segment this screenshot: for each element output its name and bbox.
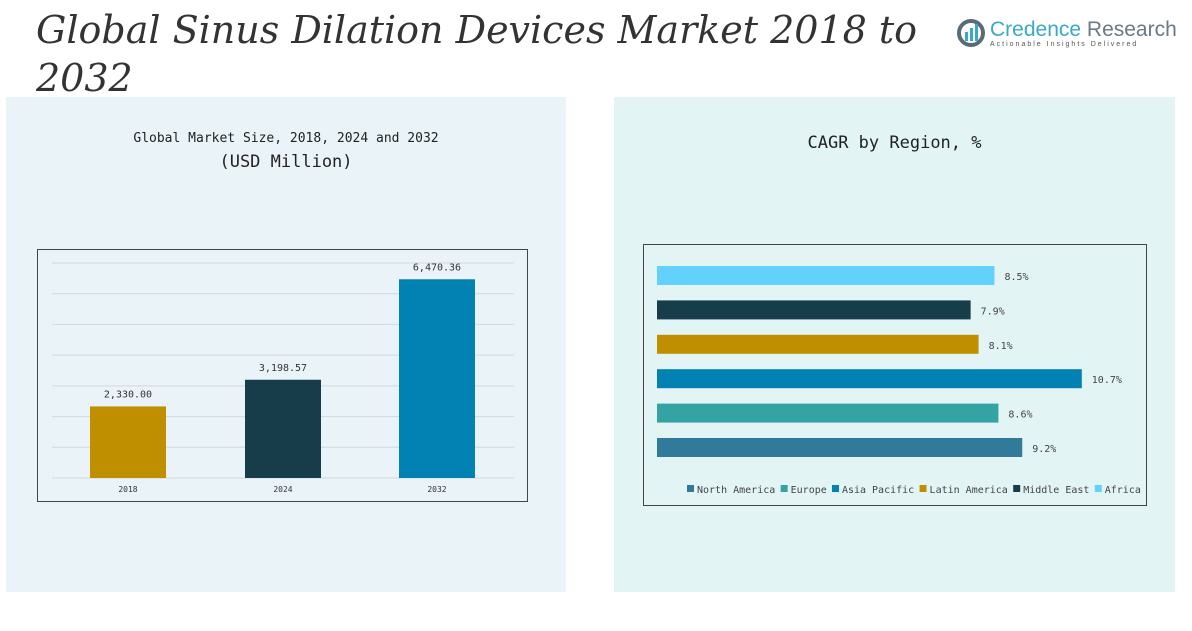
logo-name: Credence [990, 17, 1082, 41]
bar-2018 [90, 406, 166, 478]
legend-swatch [919, 485, 927, 492]
data-label: 10.7% [1092, 375, 1122, 386]
chart-title: Global Market Size, 2018, 2024 and 2032 [133, 131, 439, 146]
legend-swatch [831, 485, 839, 492]
x-tick-label: 2024 [273, 485, 292, 494]
legend-item: Middle East [1023, 485, 1089, 496]
legend-swatch [1094, 485, 1102, 492]
credence-logo: Credence Research Actionable Insights De… [956, 18, 1177, 48]
x-tick-label: 2032 [427, 485, 446, 494]
legend-item: North America [697, 485, 775, 496]
legend-item: Latin America [930, 485, 1008, 496]
data-label: 9.2% [1032, 444, 1056, 455]
legend-swatch [780, 485, 788, 492]
data-label: 6,470.36 [413, 262, 461, 273]
chart-title: CAGR by Region, % [807, 133, 982, 153]
chart-subtitle: (USD Million) [219, 152, 353, 172]
legend-item: Africa [1105, 485, 1141, 496]
market-size-chart: 2,330.00 2018 3,198.57 2024 6,470.36 2032 [37, 249, 528, 502]
data-label: 8.5% [1004, 272, 1028, 283]
data-label: 2,330.00 [104, 389, 152, 400]
data-label: 8.6% [1008, 410, 1032, 421]
legend-item: Asia Pacific [842, 485, 914, 496]
bar-europe [657, 403, 999, 423]
bar-middle-east [657, 300, 971, 320]
legend-swatch [687, 485, 694, 492]
data-label: 3,198.57 [259, 363, 307, 374]
bar-north-america [657, 438, 1023, 457]
bar-2024 [245, 379, 321, 478]
bar-latin-america [657, 334, 979, 354]
bar-africa [657, 266, 995, 285]
bar-asia-pacific [657, 369, 1082, 389]
bar-2032 [399, 279, 475, 478]
logo-name-2: Research [1081, 17, 1177, 41]
data-label: 8.1% [989, 341, 1013, 352]
cagr-chart: 8.5% 7.9% 8.1% 10.7% 8.6% 9.2% North America Eu… [643, 244, 1147, 506]
legend-item: Europe [791, 485, 827, 496]
page-title: Global Sinus Dilation Devices Market 201… [36, 8, 918, 100]
data-label: 7.9% [981, 306, 1005, 317]
legend-swatch [1013, 485, 1021, 492]
logo-tagline: Actionable Insights Delivered [990, 40, 1139, 48]
x-tick-label: 2018 [118, 485, 137, 494]
logo-chart-icon [957, 19, 985, 47]
